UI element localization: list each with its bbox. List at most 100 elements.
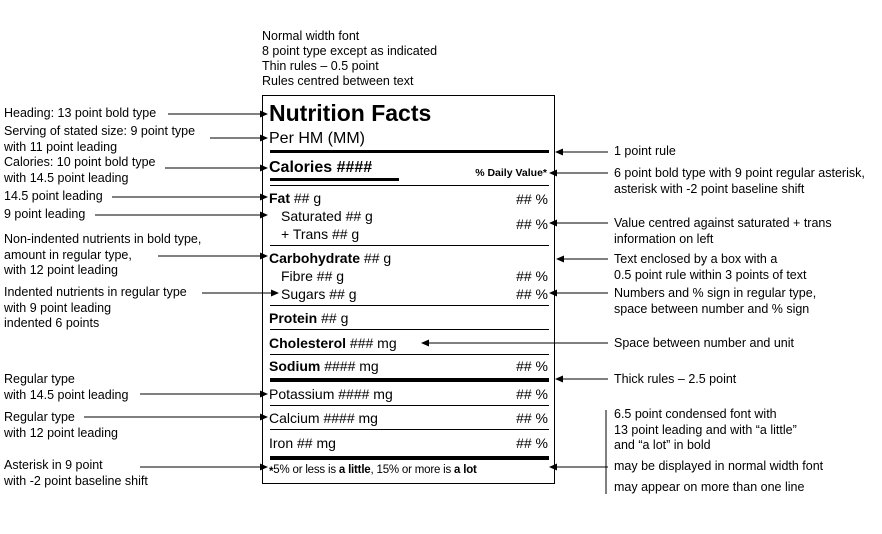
note-1pt-rule: 1 point rule: [614, 144, 676, 158]
iron-percent: ## %: [516, 435, 548, 451]
note-line: Non-indented nutrients in bold type,: [4, 232, 202, 246]
thin-rule: [270, 245, 549, 246]
nutrition-facts-label: Nutrition Facts Per HM (MM) Calories ###…: [262, 95, 555, 484]
note-normal-width: may be displayed in normal width font: [614, 459, 824, 473]
note-line: Text enclosed by a box with a: [614, 252, 778, 266]
nutrient-name: Sodium: [269, 358, 321, 374]
note-multi-line: may appear on more than one line: [614, 480, 805, 494]
fibre-percent: ## %: [516, 268, 548, 284]
nutrient-trans: + Trans ## g: [281, 226, 360, 242]
nutrient-calcium: Calcium #### mg: [269, 410, 378, 426]
note-line: with 12 point leading: [4, 263, 118, 277]
calories: Calories ####: [269, 159, 373, 176]
thin-rule: [270, 185, 549, 186]
footnote-little: a little: [338, 464, 371, 476]
note-line: Regular type: [4, 372, 75, 386]
note-thick-rules: Thick rules – 2.5 point: [614, 372, 737, 386]
thin-rule: [270, 405, 549, 406]
nutrient-fat: Fat ## g: [269, 189, 321, 207]
nutrient-amount: #### mg: [320, 358, 379, 374]
note-regular-14-5: Regular type with 14.5 point leading: [4, 372, 128, 403]
thin-rule: [270, 429, 549, 430]
note-line: asterisk with -2 point baseline shift: [614, 181, 805, 196]
note-line: 6 point bold type with 9 point regular a…: [614, 166, 865, 180]
note-line: 6.5 point condensed font with: [614, 407, 777, 421]
nutrient-saturated: Saturated ## g: [281, 208, 373, 224]
note-dv-type: 6 point bold type with 9 point regular a…: [614, 166, 865, 197]
note-line: with 11 point leading: [4, 139, 118, 154]
note-indented: Indented nutrients in regular type with 9…: [4, 285, 187, 332]
nutrient-sodium: Sodium #### mg: [269, 357, 379, 375]
note-line: with 14.5 point leading: [4, 170, 129, 185]
top-note: Rules centred between text: [262, 74, 414, 88]
note-line: with 12 point leading: [4, 425, 118, 440]
sugars-percent: ## %: [516, 286, 548, 302]
note-line: amount in regular type,: [4, 247, 132, 262]
note-serving: Serving of stated size: 9 point type with…: [4, 124, 195, 155]
top-note: Normal width font: [262, 29, 360, 43]
nutrient-cholesterol: Cholesterol ### mg: [269, 334, 397, 352]
nutrient-protein: Protein ## g: [269, 309, 348, 327]
potassium-percent: ## %: [516, 386, 548, 402]
footnote-text: , 15% or more is: [370, 464, 455, 476]
note-line: space between number and % sign: [614, 301, 810, 316]
note-space: Space between number and unit: [614, 336, 794, 350]
nutrient-name: Carbohydrate: [269, 250, 361, 266]
note-heading: Heading: 13 point bold type: [4, 106, 157, 120]
nutrient-potassium: Potassium #### mg: [269, 386, 393, 402]
serving-size: Per HM (MM): [269, 130, 365, 147]
nutrient-amount: ## g: [360, 250, 392, 266]
note-line: Indented nutrients in regular type: [4, 285, 187, 299]
calories-underline: [270, 178, 399, 181]
note-regular-12: Regular type with 12 point leading: [4, 410, 118, 441]
top-note: Thin rules – 0.5 point: [262, 59, 379, 73]
footnote: *5% or less is a little, 15% or more is …: [269, 463, 477, 478]
label-title: Nutrition Facts: [269, 100, 432, 126]
note-line: indented 6 points: [4, 316, 100, 330]
nutrient-name: Cholesterol: [269, 335, 347, 351]
note-line: 0.5 point rule within 3 points of text: [614, 267, 807, 282]
sodium-percent: ## %: [516, 358, 548, 374]
nutrient-carbohydrate: Carbohydrate ## g: [269, 249, 391, 267]
note-line: with 9 point leading: [4, 300, 112, 315]
note-leading-14-5: 14.5 point leading: [4, 189, 103, 203]
note-line: Asterisk in 9 point: [4, 458, 103, 472]
note-line: and “a lot” in bold: [614, 438, 711, 452]
note-centred: Value centred against saturated + trans i…: [614, 216, 832, 247]
sat-trans-percent: ## %: [516, 216, 548, 232]
daily-value-header: % Daily Value*: [475, 167, 547, 179]
nutrient-iron: Iron ## mg: [269, 435, 336, 451]
fat-percent: ## %: [516, 191, 548, 207]
nutrient-name: Protein: [269, 310, 318, 326]
note-line: Serving of stated size: 9 point type: [4, 124, 196, 138]
note-calories: Calories: 10 point bold type with 14.5 po…: [4, 155, 155, 186]
note-condensed: 6.5 point condensed font with 13 point le…: [614, 407, 797, 454]
thick-rule: [270, 378, 549, 382]
nutrient-amount: ### mg: [346, 335, 397, 351]
nutrient-amount: ## g: [290, 190, 322, 206]
footnote-lot: a lot: [454, 464, 477, 476]
calcium-percent: ## %: [516, 410, 548, 426]
note-line: 13 point leading and with “a little”: [614, 422, 797, 437]
note-line: Value centred against saturated + trans: [614, 216, 832, 230]
note-nonindented: Non-indented nutrients in bold type, amou…: [4, 232, 201, 279]
footnote-text: 5% or less is: [273, 464, 339, 476]
note-box: Text enclosed by a box with a 0.5 point r…: [614, 252, 806, 283]
note-asterisk: Asterisk in 9 point with -2 point baselin…: [4, 458, 148, 489]
note-line: Calories: 10 point bold type: [4, 155, 156, 169]
thin-rule: [270, 354, 549, 355]
footnote-asterisk: *: [269, 466, 274, 478]
thin-rule: [270, 305, 549, 306]
thick-rule: [270, 456, 549, 460]
nutrient-fibre: Fibre ## g: [281, 268, 345, 284]
nutrient-name: Fat: [269, 190, 290, 206]
note-numbers: Numbers and % sign in regular type, space…: [614, 286, 816, 317]
note-line: Numbers and % sign in regular type,: [614, 286, 817, 300]
note-line: Regular type: [4, 410, 75, 424]
nutrient-amount: ## g: [317, 310, 349, 326]
thin-rule: [270, 329, 549, 330]
note-leading-9: 9 point leading: [4, 207, 86, 221]
nutrient-sugars: Sugars ## g: [281, 286, 357, 302]
rule-1pt: [270, 150, 549, 153]
